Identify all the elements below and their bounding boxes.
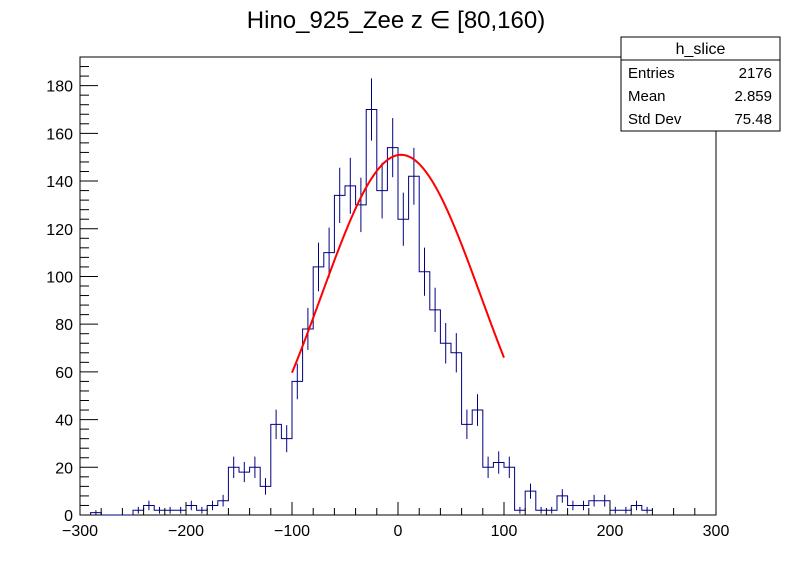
y-tick-label: 120	[46, 222, 73, 239]
plot-area: −300 −200 −100 0 100 200 300 0 20 40 60 80 100 120 140…	[46, 56, 730, 540]
y-tick-label: 80	[55, 317, 73, 334]
y-tick-label: 180	[46, 79, 73, 96]
y-tick-label: 0	[64, 508, 73, 525]
stats-box-title: h_slice	[676, 41, 726, 58]
y-tick-label: 40	[55, 413, 73, 430]
stats-row-value: 2.859	[734, 88, 772, 105]
stats-row-label: Mean	[628, 88, 666, 105]
x-tick-label: −100	[274, 523, 310, 540]
x-tick-label: 200	[597, 523, 624, 540]
y-tick-label: 100	[46, 269, 73, 286]
stats-box-frame	[620, 36, 781, 132]
stats-row-label: Std Dev	[628, 111, 682, 128]
y-tick-label: 160	[46, 126, 73, 143]
x-tick-label: −300	[62, 523, 98, 540]
y-tick-label: 60	[55, 365, 73, 382]
stats-row-value: 75.48	[734, 111, 772, 128]
stats-row-label: Entries	[628, 65, 675, 82]
fit-curve	[291, 153, 505, 374]
chart-title: Hino_925_Zee z ∈ [80,160)	[247, 7, 545, 34]
x-tick-label: 100	[491, 523, 518, 540]
y-tick-label: 140	[46, 174, 73, 191]
y-tick-label: 20	[55, 460, 73, 477]
stats-row-value: 2176	[739, 65, 772, 82]
x-tick-label: −200	[168, 523, 204, 540]
x-tick-label: 300	[703, 523, 730, 540]
x-tick-label: 0	[394, 523, 403, 540]
